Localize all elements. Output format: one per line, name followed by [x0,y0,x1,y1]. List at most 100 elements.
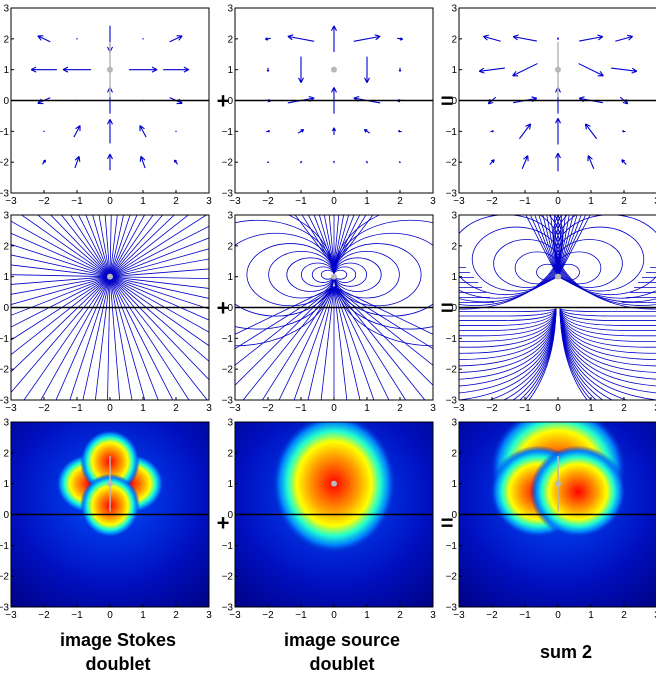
streamline [559,308,597,400]
field-arrow [107,119,113,144]
field-arrow [578,63,604,77]
y-tick-label: 3 [3,418,9,429]
y-tick-label: 3 [227,418,233,429]
x-tick-label: 2 [621,196,627,207]
heatmap [272,422,396,554]
y-tick-label: 2 [451,34,457,45]
x-tick-label: −1 [71,196,83,207]
y-tick-label: −1 [222,334,234,345]
streamline [459,308,557,380]
y-tick-label: −3 [222,189,234,200]
y-tick-label: 0 [451,96,457,107]
streamline [512,308,557,400]
x-tick-label: −3 [453,610,465,621]
field-arrow [512,63,538,77]
y-tick-label: −2 [0,365,9,376]
field-arrow [76,38,78,40]
vector-field-panel: −3−3 −2 −2 −1 −1 0 0 1 1 2 2 3 3 [222,4,437,208]
streamline [109,276,209,333]
x-tick-label: −3 [5,610,17,621]
streamline [559,308,656,331]
streamline [109,276,159,400]
field-arrow [615,34,634,42]
equals-operator: = [441,296,454,321]
field-arrow [267,161,270,164]
streamline [559,308,656,394]
streamline [109,258,209,278]
caption-line: image source [283,630,401,650]
streamline [519,308,557,400]
streamline [82,276,111,400]
x-tick-label: 1 [364,610,370,621]
streamline [107,276,111,400]
field-arrow [173,159,178,165]
y-tick-label: −3 [446,396,458,407]
field-arrow [555,117,561,145]
y-tick-label: −3 [0,603,9,614]
x-tick-label: 1 [364,403,370,414]
streamline [459,308,557,317]
field-arrow [621,159,627,166]
field-arrow [482,34,501,42]
streamline [109,215,189,277]
field-arrow [297,128,305,134]
field-arrow [331,25,337,52]
field-arrow [266,67,270,72]
x-tick-label: 2 [397,403,403,414]
caption-image-source-doublet: image source doublet [262,628,422,676]
singular-point [107,273,113,280]
y-tick-label: −2 [446,572,458,583]
y-tick-label: 2 [3,34,9,45]
x-tick-label: 3 [430,196,436,207]
x-tick-label: −3 [5,403,17,414]
field-arrow [287,34,315,42]
y-tick-label: 3 [3,4,9,15]
y-tick-label: 2 [227,241,233,252]
streamline [11,254,111,278]
y-tick-label: 3 [3,211,9,222]
x-tick-label: −2 [486,610,498,621]
x-tick-label: 3 [654,403,656,414]
x-tick-label: −1 [519,403,531,414]
streamline [459,308,557,321]
field-arrow [397,37,404,41]
singular-point [555,273,561,280]
equals-operator: = [441,511,454,536]
x-tick-label: 3 [654,610,656,621]
y-tick-label: −3 [446,189,458,200]
y-tick-label: 0 [3,303,9,314]
field-arrow [30,66,57,73]
y-tick-label: 3 [227,211,233,222]
caption-line: sum 2 [539,642,593,662]
streamline [333,286,433,386]
streamline [109,215,146,277]
field-arrow [363,128,371,134]
x-tick-label: −2 [262,196,274,207]
streamline [109,215,154,277]
field-arrow [555,152,561,172]
field-arrow [175,130,177,133]
x-tick-label: −1 [71,403,83,414]
streamline [320,286,335,400]
y-tick-label: 1 [3,479,9,490]
streamline [459,308,557,387]
field-arrow [264,37,271,41]
y-tick-label: 1 [451,272,457,283]
streamline [94,276,111,400]
y-tick-label: 1 [3,272,9,283]
streamline [11,276,111,356]
heat-lobe [272,422,396,554]
streamline [559,308,656,317]
y-tick-label: 2 [451,448,457,459]
streamline [20,215,111,277]
streamline [70,215,111,277]
streamline [333,286,433,366]
streamline [459,308,557,354]
y-tick-label: −1 [222,127,234,138]
streamline [559,308,656,387]
x-tick-label: 2 [173,610,179,621]
streamline [109,276,209,347]
streamline [109,215,164,277]
y-tick-label: −2 [446,365,458,376]
